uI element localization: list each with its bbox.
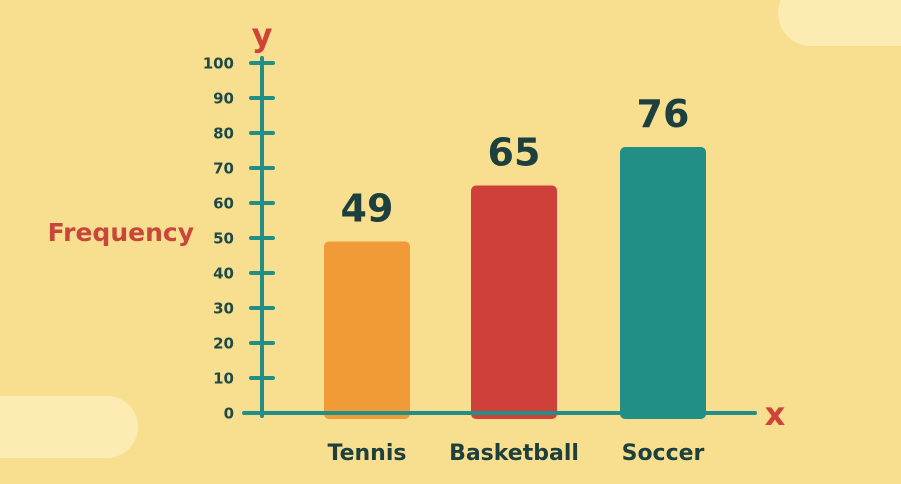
y-axis-letter: y	[252, 16, 273, 54]
background-blob-top-right	[778, 0, 901, 46]
category-label-basketball: Basketball	[449, 441, 579, 466]
y-tick-label: 40	[213, 265, 234, 283]
y-axis-title: Frequency	[48, 218, 194, 247]
y-tick-label: 80	[213, 125, 234, 143]
category-label-tennis: Tennis	[328, 441, 407, 466]
data-label-basketball: 65	[488, 131, 541, 175]
y-tick-label: 30	[213, 300, 234, 318]
y-tick-label: 10	[213, 370, 234, 388]
y-tick-label: 90	[213, 90, 234, 108]
x-axis-letter: x	[765, 395, 786, 433]
y-tick-label: 100	[203, 55, 234, 73]
bar-soccer	[620, 147, 706, 419]
background-blob-bottom-left	[0, 396, 138, 458]
data-label-tennis: 49	[341, 187, 394, 231]
bars	[324, 147, 706, 419]
y-tick-label: 50	[213, 230, 234, 248]
bar-tennis	[324, 241, 410, 419]
bar-basketball	[471, 185, 557, 419]
category-labels: Tennis Basketball Soccer	[328, 441, 705, 466]
category-label-soccer: Soccer	[622, 441, 705, 466]
y-tick-label: 20	[213, 335, 234, 353]
data-label-soccer: 76	[637, 92, 690, 136]
data-labels: 49 65 76	[341, 92, 690, 231]
y-tick-label: 60	[213, 195, 234, 213]
y-tick-label: 0	[224, 405, 234, 423]
y-tick-label: 70	[213, 160, 234, 178]
